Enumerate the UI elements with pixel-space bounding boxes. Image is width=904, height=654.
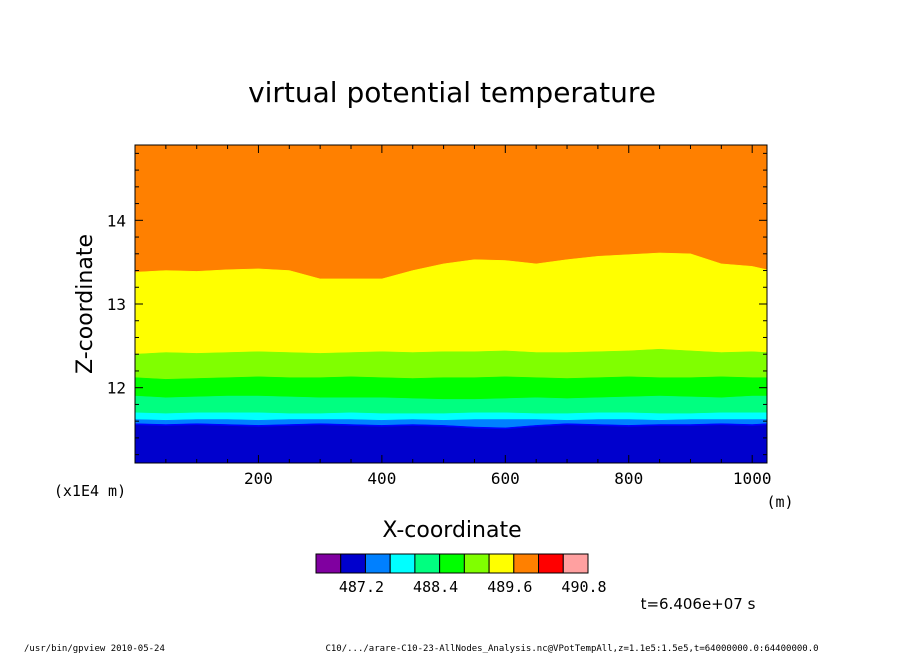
colorbar-label: 487.2 xyxy=(339,578,384,596)
colorbar-swatch xyxy=(488,553,515,574)
plot-area xyxy=(134,145,768,464)
y-tick-label: 14 xyxy=(107,211,126,230)
y-tick-label: 12 xyxy=(107,379,126,398)
colorbar-swatch xyxy=(364,553,391,574)
footer-left: /usr/bin/gpview 2010-05-24 xyxy=(24,644,165,654)
colorbar-swatch xyxy=(340,553,366,574)
y-scale-note: (x1E4 m) xyxy=(54,482,126,500)
time-label: t=6.406e+07 s xyxy=(641,595,756,613)
colorbar-label: 490.8 xyxy=(561,578,606,596)
chart-title: virtual potential temperature xyxy=(248,76,656,109)
colorbar-swatch xyxy=(562,553,589,574)
y-axis-label: Z-coordinate xyxy=(73,234,98,374)
x-unit-label: (m) xyxy=(766,493,793,511)
colorbar-swatch xyxy=(439,553,465,574)
colorbar-swatch xyxy=(389,553,416,574)
x-tick-label: 1000 xyxy=(733,469,772,488)
colorbar: 487.2 488.4 489.6 490.8 xyxy=(315,553,607,596)
colorbar-swatch xyxy=(315,553,342,574)
colorbar-label: 489.6 xyxy=(487,578,532,596)
x-axis-label: X-coordinate xyxy=(382,518,521,543)
colorbar-swatch xyxy=(414,553,441,574)
colorbar-swatch xyxy=(463,553,490,574)
x-tick-label: 200 xyxy=(244,469,273,488)
x-tick-label: 400 xyxy=(367,469,396,488)
colorbar-swatch xyxy=(538,553,564,574)
x-tick-label: 600 xyxy=(491,469,520,488)
field-band-bottom xyxy=(134,425,768,464)
colorbar-swatch xyxy=(513,553,540,574)
x-tick-label: 800 xyxy=(614,469,643,488)
footer-right: C10/.../arare-C10-23-AllNodes_Analysis.n… xyxy=(325,644,818,654)
colorbar-label: 488.4 xyxy=(413,578,458,596)
axes: 200 400 600 800 1000 14 13 12 xyxy=(107,144,772,488)
y-tick-label: 13 xyxy=(107,295,126,314)
